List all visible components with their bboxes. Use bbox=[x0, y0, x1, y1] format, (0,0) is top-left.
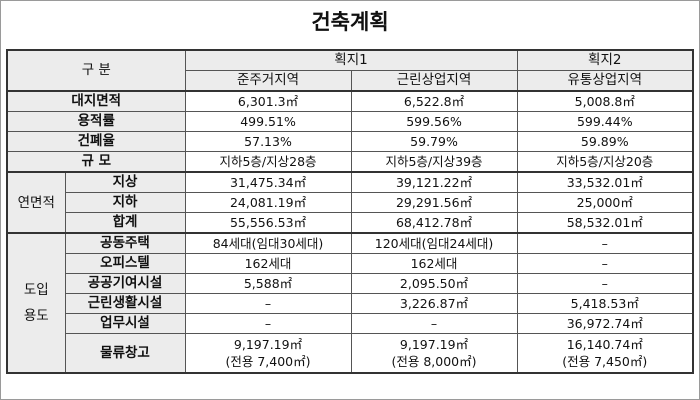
zone-header: 준주거지역 bbox=[184, 70, 352, 92]
value-cell: 25,000㎡ bbox=[516, 192, 694, 213]
header-row: 준주거지역 근린상업지역 유통상업지역 bbox=[7, 70, 694, 92]
value-cell: – bbox=[184, 293, 352, 314]
value-main: 9,197.19㎡ bbox=[399, 337, 469, 352]
value-cell: 162세대 bbox=[184, 253, 352, 274]
value-cell: 120세대(임대24세대) bbox=[350, 232, 518, 254]
value-cell: – bbox=[516, 273, 694, 294]
value-cell: 33,532.01㎡ bbox=[516, 171, 694, 193]
zone-header: 유통상업지역 bbox=[516, 70, 694, 92]
value-cell: 55,556.53㎡ bbox=[184, 212, 352, 234]
value-cell: 24,081.19㎡ bbox=[184, 192, 352, 213]
header-label: 구 분 bbox=[6, 49, 186, 92]
data-row: 연면적 지상 31,475.34㎡ 39,121.22㎡ 33,532.01㎡ bbox=[6, 171, 694, 234]
row-label: 공공기여시설 bbox=[64, 273, 186, 294]
row-label: 대지면적 bbox=[6, 90, 186, 112]
row-label: 건폐율 bbox=[6, 131, 186, 152]
section-label-line: 연면적 bbox=[17, 194, 55, 211]
value-main: 9,197.19㎡ bbox=[233, 337, 303, 352]
value-cell: – bbox=[516, 253, 694, 274]
row-label: 근린생활시설 bbox=[64, 293, 186, 314]
value-cell: 5,588㎡ bbox=[184, 273, 352, 294]
value-cell: 58,532.01㎡ bbox=[516, 212, 694, 234]
zone-header: 근린상업지역 bbox=[350, 70, 518, 92]
value-cell: 5,008.8㎡ bbox=[516, 90, 694, 112]
group-header: 획지1 bbox=[184, 49, 518, 71]
value-cell: 6,522.8㎡ bbox=[350, 90, 518, 112]
section-label-line: 도입 bbox=[23, 282, 49, 298]
value-cell: 9,197.19㎡ (전용 8,000㎡) bbox=[350, 333, 518, 374]
data-row: 공공기여시설 5,588㎡ 2,095.50㎡ – bbox=[7, 273, 694, 294]
value-cell: – bbox=[350, 313, 518, 334]
value-cell: 39,121.22㎡ bbox=[350, 171, 518, 193]
value-cell: 6,301.3㎡ bbox=[184, 90, 352, 112]
value-cell: – bbox=[516, 232, 694, 254]
value-cell: 599.56% bbox=[350, 111, 518, 132]
row-label: 지하 bbox=[64, 192, 186, 213]
header-row: 구 분 획지1 획지2 bbox=[6, 49, 694, 92]
section-label-line: 용도 bbox=[23, 308, 49, 324]
data-row: 근린생활시설 –3,226.87㎡ 5,418.53㎡ bbox=[7, 293, 694, 314]
row-label: 물류창고 bbox=[64, 333, 186, 374]
row-label: 업무시설 bbox=[64, 313, 186, 334]
value-note: (전용 7,450㎡) bbox=[562, 354, 648, 369]
value-main: 16,140.74㎡ bbox=[566, 337, 643, 352]
row-label: 지상 bbox=[64, 171, 186, 193]
row-label: 공동주택 bbox=[64, 232, 186, 254]
group-header: 획지2 bbox=[516, 49, 694, 71]
value-cell: 499.51% bbox=[184, 111, 352, 132]
row-label: 합계 bbox=[64, 212, 186, 234]
data-row: 용적률 499.51% 599.56% 599.44% bbox=[6, 111, 694, 132]
data-row: 물류창고 9,197.19㎡ (전용 7,400㎡) 9,197.19㎡ (전용 8,0… bbox=[7, 333, 694, 374]
value-cell: 9,197.19㎡ (전용 7,400㎡) bbox=[184, 333, 352, 374]
value-cell: 59.79% bbox=[350, 131, 518, 152]
data-row: 오피스텔 162세대 162세대 – bbox=[7, 253, 694, 274]
value-cell: 57.13% bbox=[184, 131, 352, 152]
value-cell: 162세대 bbox=[350, 253, 518, 274]
section-label: 연면적 bbox=[6, 171, 66, 234]
row-label: 용적률 bbox=[6, 111, 186, 132]
value-cell: – bbox=[184, 313, 352, 334]
data-row: 건폐율 57.13% 59.79% 59.89% bbox=[6, 131, 694, 152]
value-cell: 지하5층/지상39층 bbox=[350, 151, 518, 173]
data-row: 대지면적 6,301.3㎡ 6,522.8㎡ 5,008.8㎡ bbox=[6, 90, 694, 112]
value-cell: 68,412.78㎡ bbox=[350, 212, 518, 234]
value-cell: 36,972.74㎡ bbox=[516, 313, 694, 334]
value-cell: 5,418.53㎡ bbox=[516, 293, 694, 314]
data-row: 도입 용도 공동주택 84세대(임대30세대) 120세대(임대24세대) – bbox=[6, 232, 694, 374]
value-cell: 16,140.74㎡ (전용 7,450㎡) bbox=[516, 333, 694, 374]
value-cell: 29,291.56㎡ bbox=[350, 192, 518, 213]
title: 건축계획 bbox=[311, 10, 389, 34]
value-cell: 지하5층/지상28층 bbox=[184, 151, 352, 173]
value-cell: 2,095.50㎡ bbox=[350, 273, 518, 294]
value-cell: 31,475.34㎡ bbox=[184, 171, 352, 193]
value-cell: 59.89% bbox=[516, 131, 694, 152]
row-label: 오피스텔 bbox=[64, 253, 186, 274]
row-label: 규 모 bbox=[6, 151, 186, 173]
value-cell: 599.44% bbox=[516, 111, 694, 132]
value-note: (전용 8,000㎡) bbox=[391, 354, 477, 369]
data-row: 합계 55,556.53㎡ 68,412.78㎡ 58,532.01㎡ bbox=[7, 212, 694, 234]
data-row: 지하 24,081.19㎡ 29,291.56㎡ 25,000㎡ bbox=[7, 192, 694, 213]
data-row: 업무시설 – –36,972.74㎡ bbox=[7, 313, 694, 334]
data-row: 규 모 지하5층/지상28층 지하5층/지상39층 지하5층/지상20층 bbox=[6, 151, 694, 173]
plan-table: 구 분 획지1 획지2 준주거지역 근린상업지역 유통상업지역 대지면적 6,301.3㎡ 6,… bbox=[6, 49, 695, 374]
value-cell: 3,226.87㎡ bbox=[350, 293, 518, 314]
value-note: (전용 7,400㎡) bbox=[225, 354, 311, 369]
value-cell: 84세대(임대30세대) bbox=[184, 232, 352, 254]
value-cell: 지하5층/지상20층 bbox=[516, 151, 694, 173]
